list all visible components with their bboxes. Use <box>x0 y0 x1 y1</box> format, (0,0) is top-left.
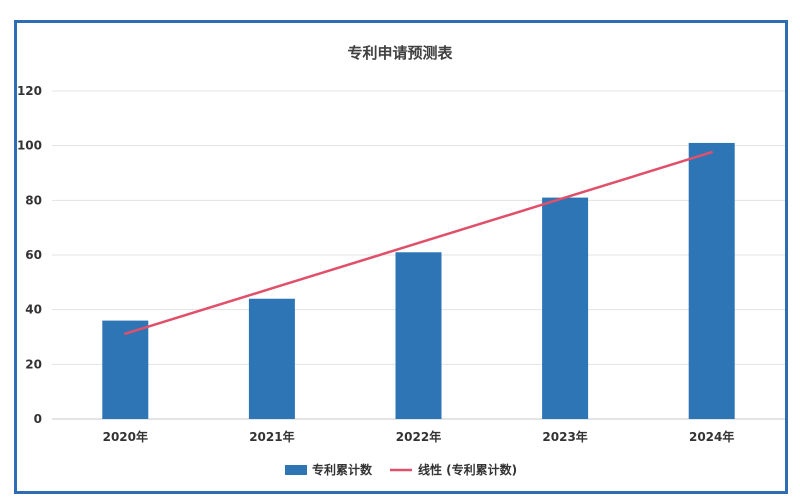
bar-series <box>102 142 735 419</box>
x-axis-ticks: 2020年 2021年 2022年 2023年 2024年 <box>103 429 735 444</box>
y-tick-label: 100 <box>17 139 42 153</box>
gridlines <box>52 90 785 420</box>
chart-title: 专利申请预测表 <box>347 44 453 62</box>
bar <box>395 252 442 419</box>
legend-trendline-label: 线性 (专利累计数) <box>418 462 517 477</box>
x-tick-label: 2022年 <box>396 429 441 444</box>
bar <box>248 298 295 419</box>
y-tick-label: 120 <box>17 84 42 98</box>
x-tick-label: 2020年 <box>103 429 148 444</box>
x-tick-label: 2021年 <box>249 429 294 444</box>
legend-bar-swatch <box>285 465 307 475</box>
y-tick-label: 20 <box>25 357 42 371</box>
x-tick-label: 2023年 <box>542 429 587 444</box>
bar <box>688 142 735 419</box>
trendline-series <box>124 150 713 335</box>
bar <box>542 197 589 419</box>
y-tick-label: 40 <box>25 303 42 317</box>
y-tick-label: 0 <box>34 412 42 426</box>
y-tick-label: 60 <box>25 248 42 262</box>
y-tick-label: 80 <box>25 193 42 207</box>
trendline <box>124 150 713 335</box>
legend: 专利累计数 线性 (专利累计数) <box>285 462 517 477</box>
x-tick-label: 2024年 <box>689 429 734 444</box>
y-axis-ticks: 0 20 40 60 80 100 120 <box>17 84 42 426</box>
bar <box>102 320 149 419</box>
legend-bar-label: 专利累计数 <box>312 462 373 477</box>
